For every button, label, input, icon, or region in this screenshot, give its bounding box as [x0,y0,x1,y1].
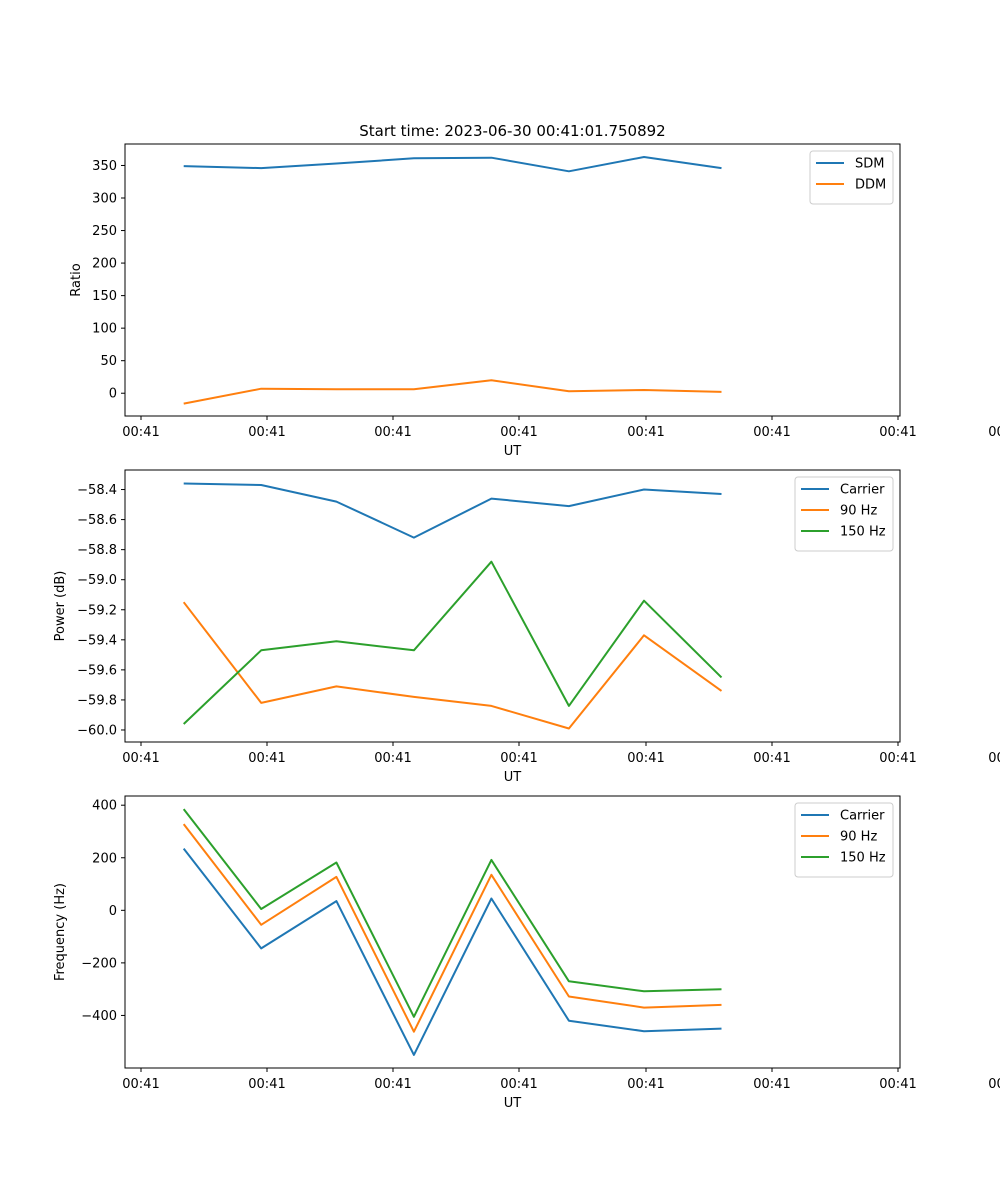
power-x-tick-label: 00:41 [627,751,664,766]
frequency-x-tick-label: 00:41 [627,1077,664,1092]
ratio-x-tick-label: 00:41 [248,425,285,440]
power-x-tick-label: 00:41 [248,751,285,766]
power-x-tick-label: 00:41 [753,751,790,766]
panel-frequency: 00:41 00:41 00:41 00:41 00:41 00:41 00:41 00:42… [53,795,1000,1111]
power-y-tick-label: −59.6 [77,663,117,678]
ratio-y-tick-label: 250 [92,224,117,239]
frequency-x-tick-label: 00:41 [753,1077,790,1092]
power-axes-frame [124,469,901,743]
frequency-legend-label: Carrier [840,809,885,824]
ratio-y-tick-label: 350 [92,159,117,174]
frequency-x-tick-label: 00:41 [122,1077,159,1092]
ratio-legend: SDM DDM [809,150,894,205]
ratio-y-tick-label: 0 [109,387,117,402]
power-x-axis-label: UT [504,770,522,785]
power-legend-label: Carrier [840,483,885,498]
ratio-x-tick-label: 00:41 [627,425,664,440]
power-y-tick-label: −58.8 [77,543,117,558]
frequency-x-axis-label: UT [504,1096,522,1111]
frequency-x-tick-label: 00:41 [500,1077,537,1092]
power-y-tick-label: −59.8 [77,693,117,708]
power-y-tick-label: −60.0 [77,723,117,738]
power-y-tick-label: −59.2 [77,603,117,618]
power-x-tick-label: 00:41 [500,751,537,766]
ratio-y-tick-label: 300 [92,192,117,207]
frequency-series-150-hz-line [182,808,722,1018]
frequency-x-tick-label: 00:41 [374,1077,411,1092]
frequency-y-tick-label: 0 [109,904,117,919]
power-x-tick-label: 00:42 [988,751,1000,766]
ratio-axes-frame [124,143,901,417]
ratio-x-tick-label: 00:41 [374,425,411,440]
frequency-x-tick-label: 00:41 [879,1077,916,1092]
ratio-x-tick-label: 00:41 [879,425,916,440]
power-series-90-hz-line [182,601,723,730]
chart-title: Start time: 2023-06-30 00:41:01.750892 [359,122,665,140]
power-x-tick-label: 00:41 [374,751,411,766]
frequency-legend: Carrier 90 Hz 150 Hz [794,802,894,878]
ratio-y-axis-label: Ratio [69,263,84,296]
ratio-x-tick-label: 00:41 [753,425,790,440]
frequency-y-tick-label: −400 [81,1009,117,1024]
power-x-tick-label: 00:41 [122,751,159,766]
panel-power: 00:41 00:41 00:41 00:41 00:41 00:41 00:41 00:42… [53,469,1000,785]
ratio-x-axis-label: UT [504,444,522,459]
power-y-axis-label: Power (dB) [53,571,68,642]
power-legend-label: 150 Hz [840,525,886,540]
ratio-y-tick-label: 150 [92,289,117,304]
ratio-series-sdm-line [183,156,722,173]
panel-ratio: 00:41 00:41 00:41 00:41 00:41 00:41 00:41 00:42… [69,143,1000,459]
ratio-legend-label: DDM [855,178,886,193]
ratio-x-tick-label: 00:42 [988,425,1000,440]
power-legend-box [794,476,894,552]
frequency-series-carrier-line [182,847,722,1056]
power-x-tick-label: 00:41 [879,751,916,766]
power-series-150-hz-line [183,560,723,725]
frequency-legend-label: 90 Hz [840,830,877,845]
frequency-axes-frame [124,795,901,1069]
frequency-x-tick-label: 00:41 [248,1077,285,1092]
frequency-y-tick-label: 400 [92,799,117,814]
power-y-tick-label: −59.0 [77,573,117,588]
ratio-legend-box [809,150,894,205]
power-y-tick-label: −58.4 [77,483,117,498]
frequency-series-90-hz-line [182,823,722,1033]
ratio-series-ddm-line [183,379,722,405]
frequency-y-tick-label: −200 [81,956,117,971]
frequency-y-axis-label: Frequency (Hz) [53,883,68,981]
power-series-carrier-line [183,482,722,539]
frequency-legend-label: 150 Hz [840,851,886,866]
frequency-legend-box [794,802,894,878]
frequency-y-tick-label: 200 [92,851,117,866]
power-y-tick-label: −59.4 [77,633,117,648]
ratio-y-tick-label: 100 [92,322,117,337]
ratio-x-tick-label: 00:41 [500,425,537,440]
frequency-x-tick-label: 00:42 [988,1077,1000,1092]
power-legend: Carrier 90 Hz 150 Hz [794,476,894,552]
power-legend-label: 90 Hz [840,504,877,519]
power-y-tick-label: −58.6 [77,513,117,528]
ratio-y-tick-label: 50 [100,354,117,369]
ratio-y-tick-label: 200 [92,257,117,272]
ratio-legend-label: SDM [855,157,884,172]
ratio-x-tick-label: 00:41 [122,425,159,440]
